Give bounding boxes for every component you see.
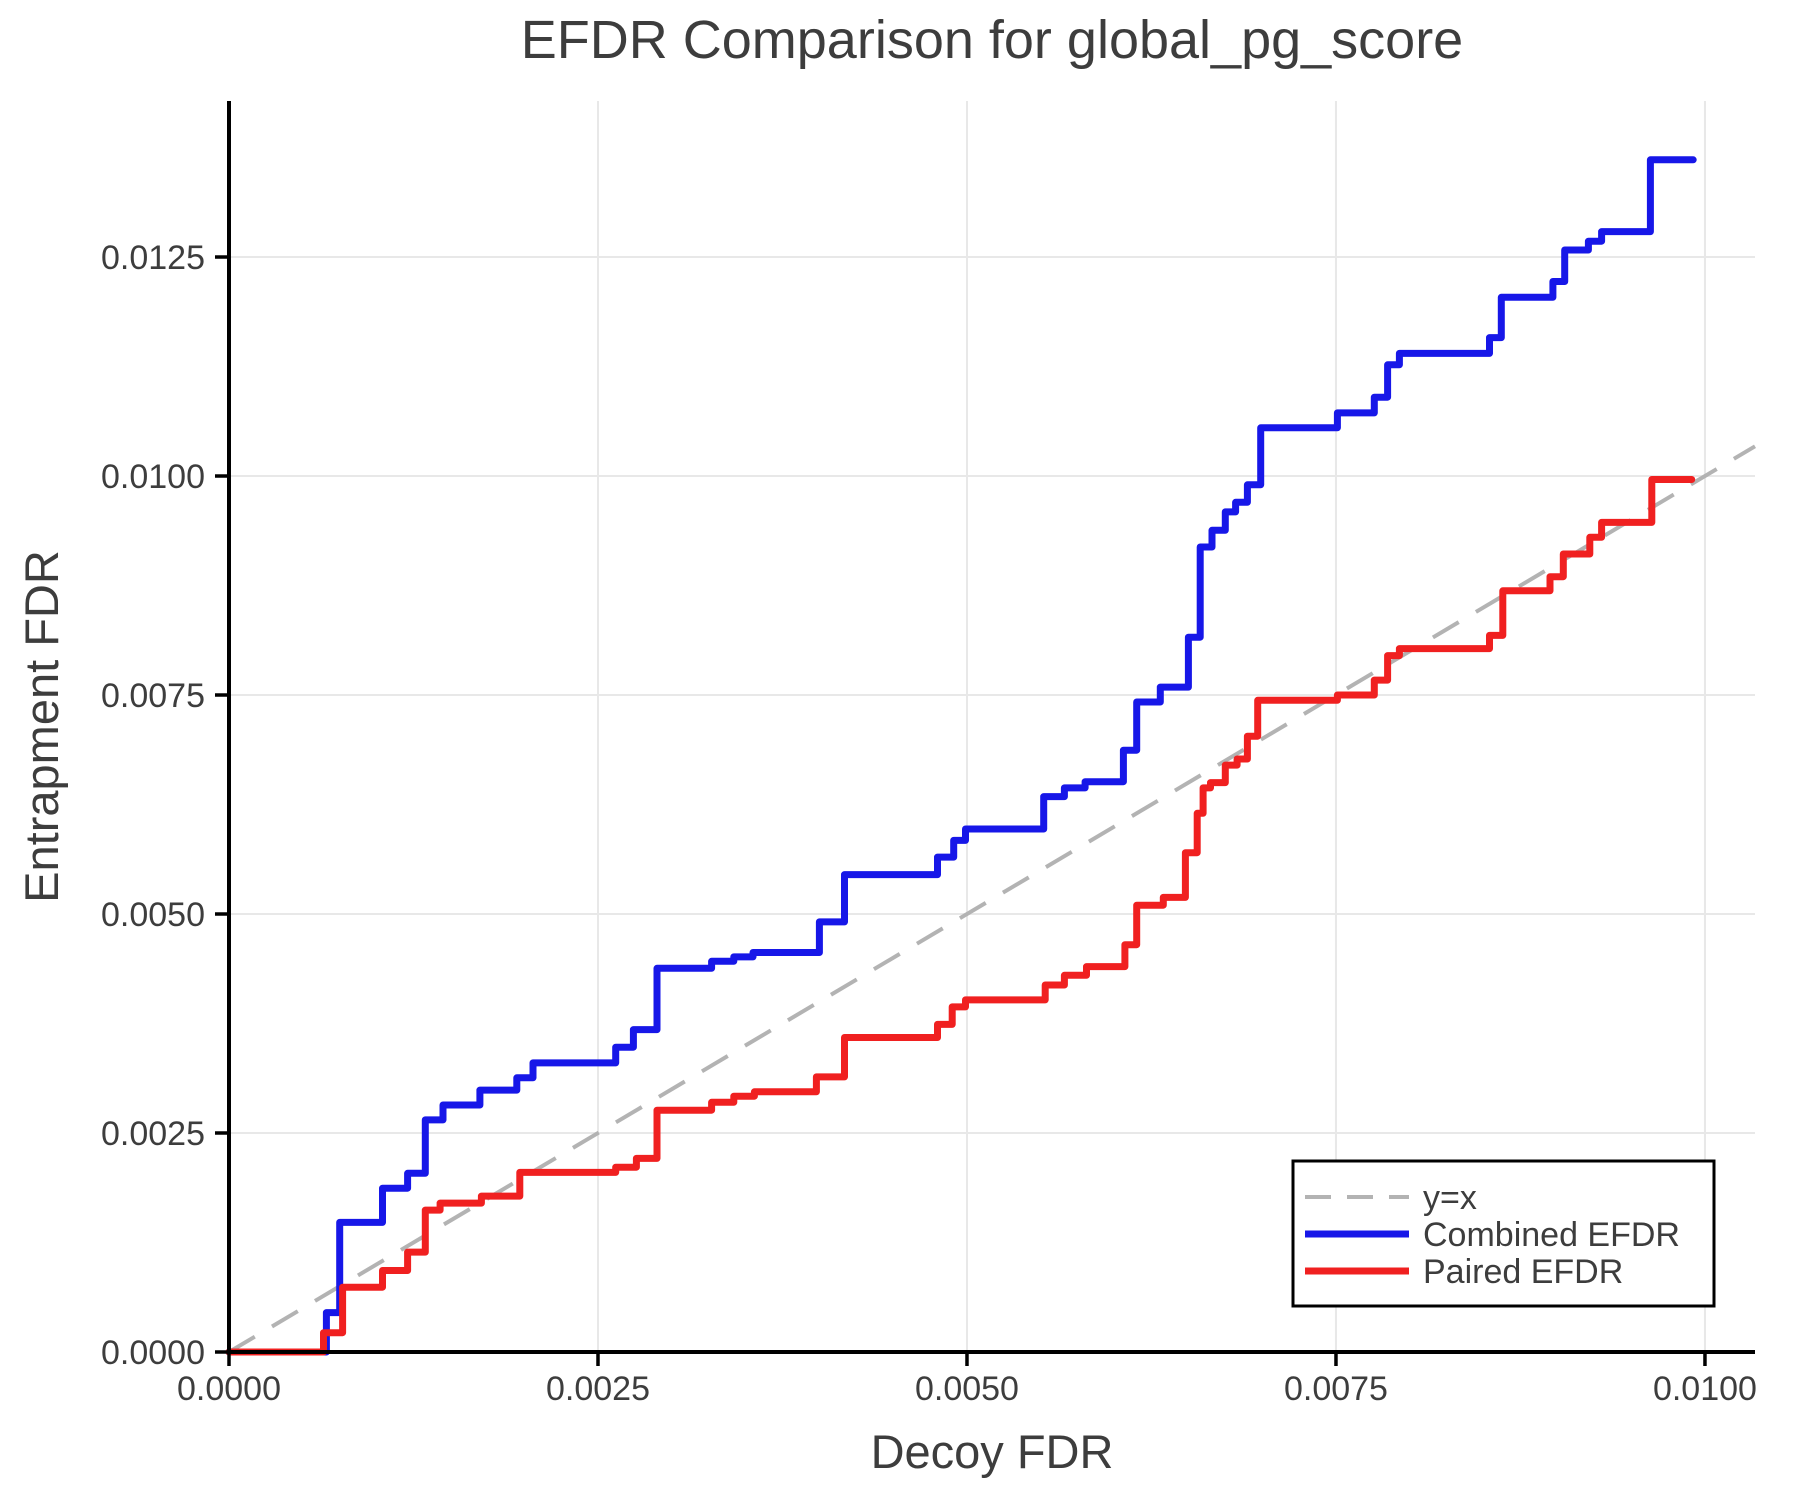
legend-label-paired: Paired EFDR: [1423, 1253, 1623, 1291]
y-axis-label: Entrapment FDR: [15, 550, 68, 903]
x-tick-label-0.0100: 0.0100: [1653, 1370, 1757, 1408]
x-tick-label-0.0000: 0.0000: [177, 1370, 281, 1408]
legend-label-combined: Combined EFDR: [1423, 1216, 1680, 1254]
y-tick-label-0.0025: 0.0025: [101, 1115, 205, 1153]
legend-label-identity: y=x: [1423, 1179, 1477, 1217]
x-tick-label-0.0025: 0.0025: [546, 1370, 650, 1408]
combined-efdr-curve: [225, 156, 1697, 1356]
chart-title: EFDR Comparison for global_pg_score: [521, 10, 1463, 70]
y-tick-label-0.0125: 0.0125: [101, 239, 205, 277]
y-tick-label-0.0100: 0.0100: [101, 458, 205, 496]
x-tick-label-0.0050: 0.0050: [915, 1370, 1019, 1408]
paired-efdr-curve: [225, 476, 1696, 1356]
y-tick-label-0.0050: 0.0050: [101, 896, 205, 934]
x-tick-label-0.0075: 0.0075: [1284, 1370, 1388, 1408]
y-tick-label-0.0000: 0.0000: [101, 1334, 205, 1372]
x-axis-label: Decoy FDR: [871, 1425, 1114, 1478]
y-tick-label-0.0075: 0.0075: [101, 677, 205, 715]
